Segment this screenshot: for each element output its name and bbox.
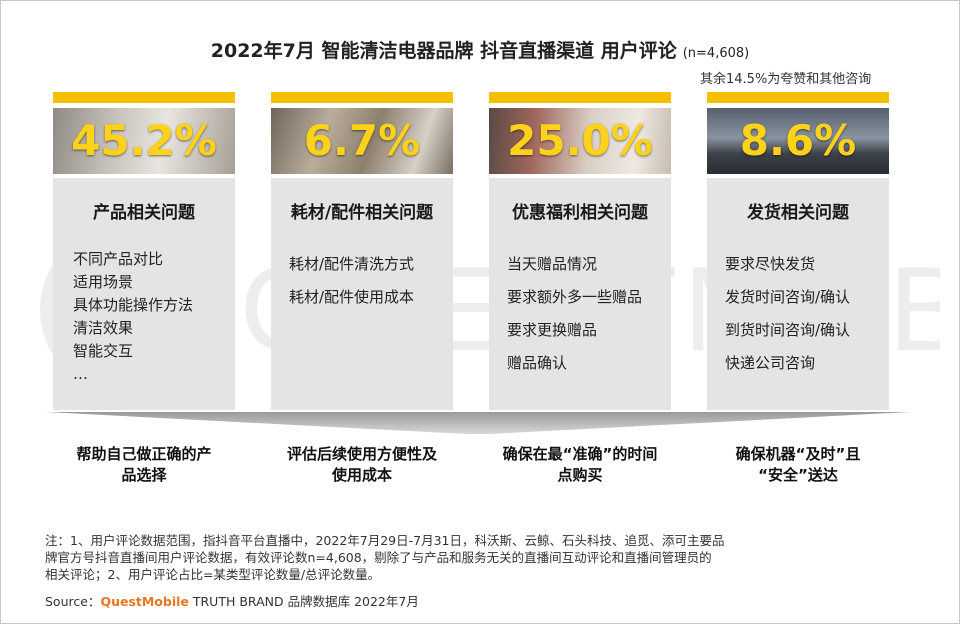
- card-photo: 6.7%: [271, 108, 453, 174]
- funnel-divider: [46, 412, 910, 434]
- card-category: 耗材/配件相关问题: [290, 203, 434, 223]
- footnote-line: 注：1、用户评论数据范围，指抖音平台直播中，2022年7月29日-7月31日，科…: [45, 533, 725, 548]
- list-item: …: [73, 365, 88, 383]
- outcome-line: 点购买: [557, 466, 603, 484]
- sample-size: (n=4,608): [682, 46, 750, 61]
- card-percent: 25.0%: [507, 116, 653, 165]
- source-rest: TRUTH BRAND 品牌数据库 2022年7月: [188, 594, 419, 609]
- list-item: 要求更换赠品: [507, 321, 598, 339]
- footnote-line: 相关评论；2、用户评论占比=某类型评论数量/总评论数量。: [45, 567, 381, 582]
- footnote: 注：1、用户评论数据范围，指抖音平台直播中，2022年7月29日-7月31日，科…: [45, 532, 915, 583]
- list-item: 耗材/配件使用成本: [289, 288, 415, 306]
- source-label: Source：: [45, 594, 101, 609]
- list-item: 赠品确认: [507, 354, 568, 372]
- remainder-note: 其余14.5%为夸赞和其他咨询: [700, 72, 872, 87]
- outcome-line: 帮助自己做正确的产: [76, 445, 212, 463]
- page-title: 2022年7月 智能清洁电器品牌 抖音直播渠道 用户评论 (n=4,608): [0, 36, 960, 63]
- card-percent: 45.2%: [71, 116, 217, 165]
- list-item: 要求额外多一些赠品: [507, 288, 643, 306]
- outcome-line: 评估后续使用方便性及: [286, 445, 437, 463]
- title-text: 2022年7月 智能清洁电器品牌 抖音直播渠道 用户评论: [210, 40, 677, 62]
- card-delivery-issues: 8.6% 发货相关问题 要求尽快发货 发货时间咨询/确认 到货时间咨询/确认 快…: [707, 92, 889, 410]
- list-item: 发货时间咨询/确认: [725, 288, 851, 306]
- outcome-line: 确保机器“及时”且: [735, 445, 861, 463]
- list-item: 当天赠品情况: [507, 255, 598, 273]
- card-item-list: 耗材/配件清洗方式 耗材/配件使用成本: [289, 248, 414, 314]
- source-line: Source：QuestMobile TRUTH BRAND 品牌数据库 202…: [45, 591, 419, 610]
- card-photo: 8.6%: [707, 108, 889, 174]
- card-body: 优惠福利相关问题 当天赠品情况 要求额外多一些赠品 要求更换赠品 赠品确认: [489, 178, 671, 410]
- card-category: 产品相关问题: [93, 203, 195, 223]
- card-promotion-issues: 25.0% 优惠福利相关问题 当天赠品情况 要求额外多一些赠品 要求更换赠品 赠…: [489, 92, 671, 410]
- card-item-list: 当天赠品情况 要求额外多一些赠品 要求更换赠品 赠品确认: [507, 248, 642, 380]
- outcome-line: 品选择: [121, 466, 167, 484]
- card-category: 优惠福利相关问题: [512, 203, 648, 223]
- accent-bar: [707, 92, 889, 103]
- outcome-line: “安全”送达: [758, 466, 838, 484]
- list-item: 耗材/配件清洗方式: [289, 255, 415, 273]
- card-body: 产品相关问题 不同产品对比 适用场景 具体功能操作方法 清洁效果 智能交互 …: [53, 178, 235, 410]
- list-item: 具体功能操作方法: [73, 296, 194, 314]
- card-percent: 6.7%: [303, 116, 421, 165]
- outcome-2: 评估后续使用方便性及 使用成本: [262, 444, 462, 486]
- card-item-list: 不同产品对比 适用场景 具体功能操作方法 清洁效果 智能交互 …: [73, 248, 193, 386]
- outcome-1: 帮助自己做正确的产 品选择: [44, 444, 244, 486]
- card-percent: 8.6%: [739, 116, 857, 165]
- outcome-line: 确保在最“准确”的时间: [502, 445, 658, 463]
- list-item: 智能交互: [73, 342, 134, 360]
- list-item: 不同产品对比: [73, 250, 164, 268]
- card-body: 耗材/配件相关问题 耗材/配件清洗方式 耗材/配件使用成本: [271, 178, 453, 410]
- list-item: 快递公司咨询: [725, 354, 816, 372]
- list-item: 清洁效果: [73, 319, 134, 337]
- accent-bar: [271, 92, 453, 103]
- card-item-list: 要求尽快发货 发货时间咨询/确认 到货时间咨询/确认 快递公司咨询: [725, 248, 850, 380]
- outcome-3: 确保在最“准确”的时间 点购买: [480, 444, 680, 486]
- outcome-4: 确保机器“及时”且 “安全”送达: [698, 444, 898, 486]
- card-product-issues: 45.2% 产品相关问题 不同产品对比 适用场景 具体功能操作方法 清洁效果 智…: [53, 92, 235, 410]
- card-consumables-issues: 6.7% 耗材/配件相关问题 耗材/配件清洗方式 耗材/配件使用成本: [271, 92, 453, 410]
- list-item: 适用场景: [73, 273, 134, 291]
- list-item: 要求尽快发货: [725, 255, 816, 273]
- card-category: 发货相关问题: [747, 203, 849, 223]
- card-photo: 25.0%: [489, 108, 671, 174]
- source-brand: QuestMobile: [100, 594, 189, 609]
- card-photo: 45.2%: [53, 108, 235, 174]
- accent-bar: [489, 92, 671, 103]
- list-item: 到货时间咨询/确认: [725, 321, 851, 339]
- footnote-line: 牌官方号抖音直播间用户评论数据，有效评论数n=4,608，剔除了与产品和服务无关…: [45, 550, 712, 565]
- outcome-line: 使用成本: [331, 466, 392, 484]
- accent-bar: [53, 92, 235, 103]
- card-body: 发货相关问题 要求尽快发货 发货时间咨询/确认 到货时间咨询/确认 快递公司咨询: [707, 178, 889, 410]
